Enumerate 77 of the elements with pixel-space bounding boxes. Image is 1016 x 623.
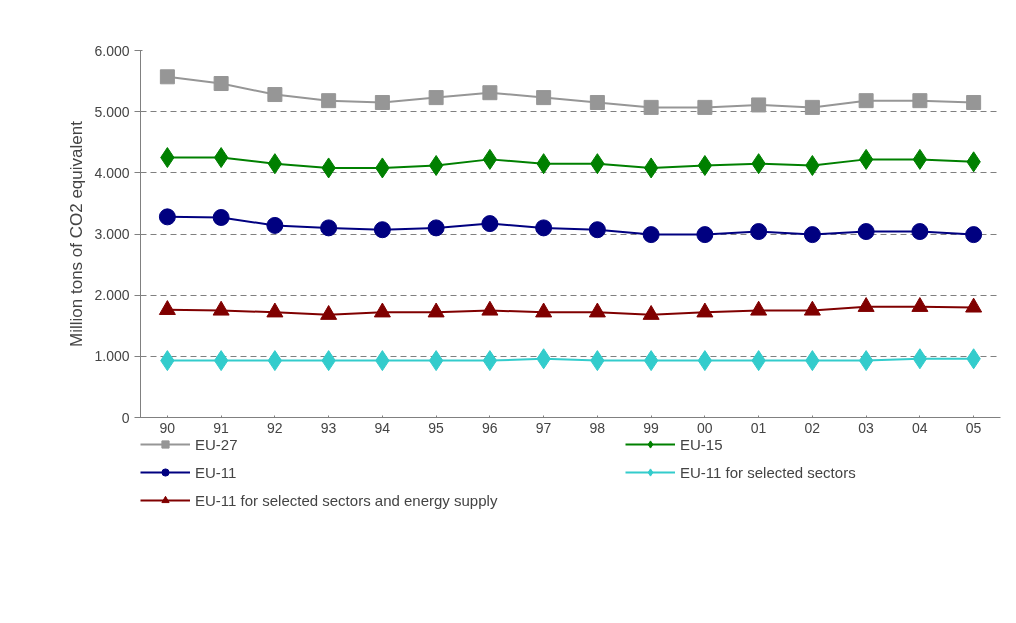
point bbox=[482, 350, 498, 372]
point bbox=[858, 350, 874, 372]
y-tick-label: 2.000 bbox=[94, 287, 130, 304]
y-tick-label: 6.000 bbox=[94, 42, 130, 59]
point bbox=[373, 221, 391, 239]
point bbox=[267, 153, 283, 175]
point bbox=[697, 99, 713, 115]
point bbox=[428, 90, 444, 106]
x-tick-label: 95 bbox=[428, 419, 445, 436]
point bbox=[696, 226, 714, 244]
legend-label: EU-15 bbox=[680, 435, 724, 453]
point bbox=[589, 94, 605, 110]
point bbox=[858, 148, 874, 170]
point bbox=[912, 93, 928, 109]
y-tick-label: 4.000 bbox=[94, 164, 130, 181]
x-tick-label: 92 bbox=[267, 419, 283, 436]
point bbox=[428, 154, 444, 176]
y-tick-label: 5.000 bbox=[94, 103, 130, 120]
point bbox=[804, 99, 820, 115]
point bbox=[427, 219, 445, 237]
point bbox=[213, 147, 229, 169]
point bbox=[642, 226, 660, 244]
point bbox=[697, 154, 713, 176]
point bbox=[536, 90, 552, 106]
point bbox=[966, 94, 982, 110]
point bbox=[912, 148, 928, 170]
point bbox=[158, 208, 176, 226]
point bbox=[213, 350, 229, 372]
point bbox=[213, 76, 229, 92]
legend-label: EU-27 bbox=[195, 435, 239, 453]
x-tick-label: 04 bbox=[912, 419, 928, 436]
y-axis-title: Million tons of CO2 equivalent bbox=[67, 120, 87, 347]
point bbox=[643, 157, 659, 179]
point bbox=[320, 219, 338, 237]
x-tick-label: 98 bbox=[589, 419, 606, 436]
x-tick-label: 91 bbox=[213, 419, 230, 436]
point bbox=[588, 221, 606, 239]
point bbox=[428, 350, 444, 372]
point bbox=[858, 93, 874, 109]
y-tick-label: 1.000 bbox=[94, 348, 130, 365]
point bbox=[267, 87, 283, 103]
x-tick-label: 01 bbox=[750, 419, 767, 436]
x-tick-label: 03 bbox=[858, 419, 875, 436]
point bbox=[751, 97, 767, 113]
point bbox=[482, 85, 498, 101]
x-tick-label: 96 bbox=[482, 419, 498, 436]
legend-label: EU-11 for selected sectors and energy supply bbox=[195, 491, 499, 509]
point bbox=[643, 99, 659, 115]
point bbox=[481, 215, 499, 233]
point bbox=[212, 209, 230, 226]
point bbox=[482, 148, 498, 170]
x-tick-label: 94 bbox=[374, 419, 391, 436]
point bbox=[697, 350, 713, 372]
x-tick-label: 00 bbox=[697, 419, 713, 436]
y-tick-label: 0 bbox=[121, 409, 130, 426]
legend-label: EU-11 for selected sectors bbox=[680, 463, 857, 481]
point bbox=[267, 350, 283, 372]
x-tick-label: 97 bbox=[535, 419, 552, 436]
point bbox=[374, 94, 390, 110]
point bbox=[535, 219, 553, 237]
point bbox=[912, 348, 928, 370]
x-tick-label: 05 bbox=[965, 419, 982, 436]
point bbox=[911, 223, 929, 241]
point bbox=[321, 93, 337, 109]
y-tick-label: 3.000 bbox=[94, 226, 130, 242]
x-tick-label: 99 bbox=[643, 419, 660, 436]
legend-label: EU-11 bbox=[195, 463, 238, 481]
x-tick-label: 90 bbox=[159, 419, 176, 436]
point bbox=[266, 216, 284, 234]
point bbox=[857, 223, 875, 241]
point bbox=[965, 226, 983, 244]
x-tick-label: 02 bbox=[804, 419, 821, 436]
point bbox=[803, 226, 821, 244]
point bbox=[643, 350, 659, 372]
point bbox=[159, 69, 175, 85]
x-tick-label: 93 bbox=[320, 419, 337, 436]
point bbox=[750, 223, 768, 241]
